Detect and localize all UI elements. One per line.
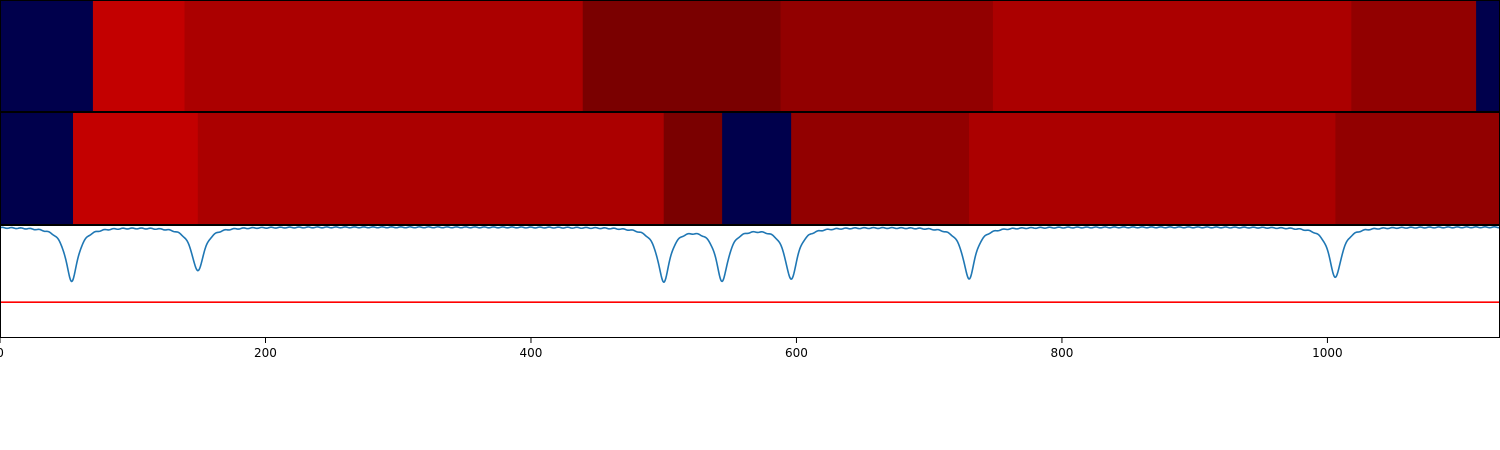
heatmap-bottom-panel — [0, 113, 1500, 225]
heatmap-cell — [992, 1, 1352, 112]
x-axis: 0 200 400 600 800 1000 — [0, 338, 1343, 360]
heatmap-cell — [780, 1, 994, 112]
x-tick-label: 400 — [520, 346, 543, 360]
panel-frame — [0, 225, 1500, 338]
line-panel — [0, 226, 1500, 303]
heatmap-cell — [92, 1, 186, 112]
heatmap-cell — [184, 1, 584, 112]
heatmap-cell — [197, 113, 665, 225]
heatmap-cell — [1476, 1, 1500, 112]
x-tick-label: 1000 — [1312, 346, 1343, 360]
heatmap-cell — [969, 113, 1336, 225]
heatmap-cell — [0, 1, 94, 112]
heatmap-cell — [1351, 1, 1477, 112]
x-tick-label: 200 — [254, 346, 277, 360]
heatmap-cell — [663, 113, 723, 225]
x-tick-label: 600 — [785, 346, 808, 360]
heatmap-cell — [722, 113, 792, 225]
heatmap-cell — [0, 113, 74, 225]
heatmap-top-panel — [0, 1, 1500, 112]
heatmap-cell — [1335, 113, 1500, 225]
heatmap-cell — [73, 113, 199, 225]
heatmap-cell — [791, 113, 970, 225]
heatmap-cell — [582, 1, 782, 112]
signal-line — [0, 226, 1500, 284]
x-tick-label: 0 — [0, 346, 4, 360]
x-tick-label: 800 — [1050, 346, 1073, 360]
